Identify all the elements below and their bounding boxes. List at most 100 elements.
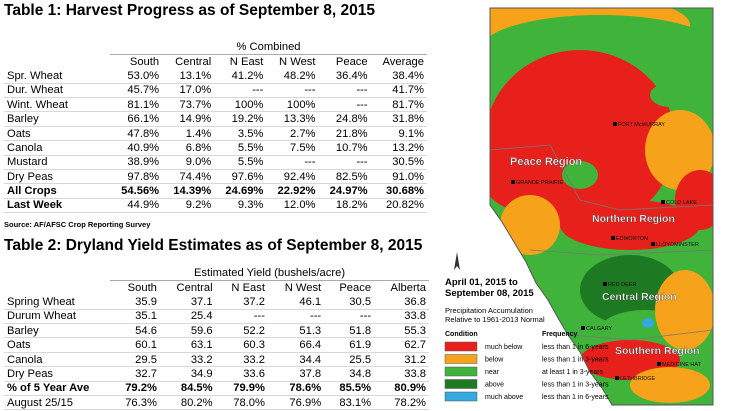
cell: 33.8 bbox=[404, 310, 426, 323]
city-label: RED DEER bbox=[608, 282, 636, 288]
cell: 34.8 bbox=[349, 367, 372, 380]
legend-period: April 01, 2015 to bbox=[445, 277, 518, 288]
table-row: Barley 54.6 59.6 52.2 51.3 51.8 55.3 bbox=[4, 324, 429, 338]
legend-swatch bbox=[444, 391, 478, 402]
cell: 92.4% bbox=[283, 170, 316, 183]
header-cell bbox=[4, 266, 110, 280]
legend-swatch bbox=[444, 366, 478, 377]
legend-frequency: less than 1 in 6-years bbox=[542, 394, 609, 401]
cell: 38.9% bbox=[127, 156, 160, 169]
table-row: Dry Peas 97.8% 74.4% 97.6% 92.4% 82.5% 91.0% bbox=[4, 170, 427, 184]
table-row: Spr. Wheat 53.0% 13.1% 41.2% 48.2% 36.4% 38.4% bbox=[4, 69, 427, 84]
cell: 30.5% bbox=[392, 156, 424, 169]
cell: 78.0% bbox=[233, 396, 265, 409]
row-label: Oats bbox=[7, 127, 31, 140]
cell: 30.5 bbox=[349, 295, 372, 308]
city-label: LETHBRIDGE bbox=[620, 376, 655, 382]
row-label: Spr. Wheat bbox=[7, 69, 63, 82]
legend-period: September 08, 2015 bbox=[445, 288, 534, 299]
table-row: August 25/15 76.3% 80.2% 78.0% 76.9% 83.1% 78.… bbox=[4, 396, 429, 410]
cell: 6.8% bbox=[185, 141, 212, 154]
cell: 51.3 bbox=[299, 324, 322, 337]
cell: --- bbox=[309, 310, 322, 323]
city-marker bbox=[581, 326, 585, 330]
cell: 41.2% bbox=[231, 69, 264, 82]
table-row: Mustard 38.9% 9.0% 5.5% --- --- 30.5% bbox=[4, 155, 427, 170]
cell: 13.1% bbox=[179, 69, 212, 82]
cell: 52.2 bbox=[243, 324, 265, 337]
city-marker bbox=[511, 180, 515, 184]
city-label: FORT McMURRAY bbox=[618, 122, 665, 128]
cell: 31.8% bbox=[392, 113, 424, 126]
cell: 24.69% bbox=[225, 185, 264, 198]
row-label: Canola bbox=[7, 353, 43, 366]
cell: 45.7% bbox=[127, 84, 160, 97]
cell: 44.9% bbox=[127, 199, 160, 212]
legend-frequency: less than 1 in 3-years bbox=[542, 382, 609, 389]
row-label: Dur. Wheat bbox=[7, 84, 63, 97]
cell: 100% bbox=[286, 98, 316, 111]
table-row: Barley 66.1% 14.9% 19.2% 13.3% 24.8% 31.8% bbox=[4, 112, 427, 127]
legend-condition: much above bbox=[485, 394, 523, 401]
column-header: Average bbox=[382, 55, 424, 68]
cell: 14.9% bbox=[179, 113, 212, 126]
cell: 51.8 bbox=[349, 324, 372, 337]
column-header: Peace bbox=[335, 55, 368, 68]
cell: 29.5 bbox=[135, 353, 157, 366]
cell: 22.92% bbox=[277, 185, 316, 198]
city-marker bbox=[651, 242, 655, 246]
cell: 59.6 bbox=[190, 324, 213, 337]
cell: 13.2% bbox=[392, 141, 424, 154]
yield-table: Estimated Yield (bushels/acre) South Centr… bbox=[4, 266, 429, 410]
city-label: LLOYDMINSTER bbox=[656, 242, 699, 248]
cell: 2.7% bbox=[290, 127, 316, 140]
region-boundary bbox=[569, 329, 714, 341]
cell: 53.0% bbox=[127, 69, 160, 82]
table-body: Spring Wheat 35.9 37.1 37.2 46.1 30.5 36.8 Duru… bbox=[4, 295, 429, 410]
header-row: % Combined bbox=[4, 40, 427, 55]
cell: 12.0% bbox=[283, 199, 316, 212]
cell: 36.8 bbox=[404, 295, 426, 308]
row-label: Wint. Wheat bbox=[7, 98, 68, 111]
row-label: All Crops bbox=[7, 185, 57, 198]
region-label: Central Region bbox=[602, 291, 677, 303]
row-label: % of 5 Year Ave bbox=[7, 382, 90, 395]
row-label: Barley bbox=[7, 113, 39, 126]
row-label: Last Week bbox=[7, 199, 63, 212]
column-header: Alberta bbox=[390, 281, 426, 294]
table-row: Canola 40.9% 6.8% 5.5% 7.5% 10.7% 13.2% bbox=[4, 141, 427, 156]
cell: 97.6% bbox=[231, 170, 264, 183]
cell: 5.5% bbox=[237, 141, 264, 154]
cell: 54.56% bbox=[121, 185, 160, 198]
table-row: Canola 29.5 33.2 33.2 34.4 25.5 31.2 bbox=[4, 352, 429, 367]
cell: 38.4% bbox=[392, 69, 424, 82]
cell: 80.2% bbox=[180, 396, 213, 409]
harvest-table: % Combined South Central N East N West Peace A… bbox=[4, 40, 427, 213]
column-header: South bbox=[127, 281, 157, 294]
column-header: N East bbox=[229, 55, 264, 68]
row-label: Mustard bbox=[7, 156, 48, 169]
city-label: MEDICINE HAT bbox=[662, 362, 702, 368]
cell: --- bbox=[252, 84, 264, 97]
column-header: Central bbox=[175, 55, 212, 68]
city-marker bbox=[615, 376, 619, 380]
cell: 9.2% bbox=[185, 199, 212, 212]
row-label: Dry Peas bbox=[7, 367, 54, 380]
legend-swatch bbox=[444, 341, 478, 352]
city-label: CALGARY bbox=[586, 326, 613, 332]
cell: 62.7 bbox=[404, 339, 426, 352]
region-label: Peace Region bbox=[510, 156, 582, 168]
cell: 20.82% bbox=[386, 199, 424, 212]
legend-header: Frequency bbox=[542, 331, 578, 338]
table-row: All Crops 54.56% 14.39% 24.69% 22.92% 24.97% 3… bbox=[4, 184, 427, 199]
header-row: South Central N East N West Peace Alberta bbox=[4, 280, 429, 294]
column-header: N West bbox=[279, 55, 316, 68]
city-label: EDMONTON bbox=[616, 236, 648, 242]
cell: 97.8% bbox=[127, 170, 160, 183]
legend-condition: below bbox=[485, 357, 504, 364]
cell: 30.68% bbox=[386, 185, 424, 198]
cell: 1.4% bbox=[185, 127, 212, 140]
table-body: Spr. Wheat 53.0% 13.1% 41.2% 48.2% 36.4% 38.4%… bbox=[4, 69, 427, 213]
table-row: Spring Wheat 35.9 37.1 37.2 46.1 30.5 36.8 bbox=[4, 295, 429, 310]
